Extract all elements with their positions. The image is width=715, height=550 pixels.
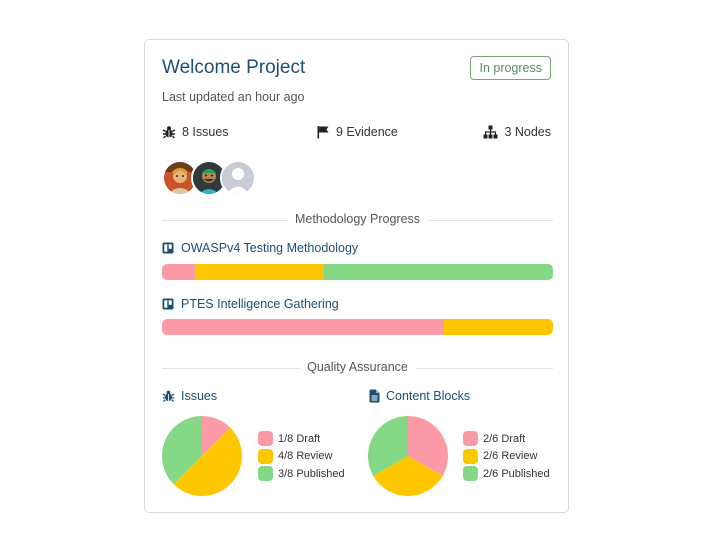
published-slice: [368, 416, 408, 476]
last-updated: Last updated an hour ago: [162, 90, 305, 104]
qa-issues-title: Issues: [181, 389, 218, 403]
evidence-stat[interactable]: 9 Evidence: [316, 125, 398, 139]
status-badge: In progress: [470, 56, 551, 80]
draft-slice: [408, 416, 448, 476]
legend-item-published: 2/6 Published: [463, 465, 550, 483]
draft-segment: [162, 264, 196, 280]
review-slice: [373, 456, 443, 496]
review-segment: [195, 264, 325, 280]
published-segment: [324, 264, 553, 280]
methodology-progress-bar: [162, 264, 553, 280]
default-avatar-icon: [222, 162, 254, 194]
flag-icon: [317, 126, 329, 139]
content-blocks-pie-chart: [368, 416, 448, 496]
issues-stat[interactable]: 8 Issues: [162, 125, 229, 139]
methodology-divider: Methodology Progress: [162, 212, 553, 228]
board-icon: [162, 242, 174, 254]
sitemap-icon: [483, 125, 498, 139]
legend-label: 2/6 Draft: [483, 432, 526, 445]
bug-icon: [162, 390, 175, 403]
methodology-link-ptes[interactable]: PTES Intelligence Gathering: [162, 297, 339, 311]
qa-content-blocks-title: Content Blocks: [386, 389, 471, 403]
qa-heading: Quality Assurance: [299, 360, 416, 374]
issues-count: 8 Issues: [182, 125, 229, 139]
project-card: Welcome Project In progress Last updated…: [144, 39, 569, 513]
review-segment: [443, 319, 553, 335]
project-title[interactable]: Welcome Project: [162, 57, 306, 78]
nodes-stat[interactable]: 3 Nodes: [483, 125, 551, 139]
published-swatch: [463, 466, 478, 482]
review-swatch: [258, 448, 273, 464]
draft-swatch: [463, 431, 478, 447]
avatar[interactable]: [191, 160, 227, 196]
review-slice: [173, 427, 242, 496]
user-avatar-icon: [193, 162, 225, 194]
legend-label: 1/8 Draft: [278, 432, 321, 445]
avatar[interactable]: [220, 160, 256, 196]
board-icon: [162, 298, 174, 310]
legend-label: 2/6 Published: [483, 467, 550, 480]
bug-icon: [162, 126, 176, 139]
legend-item-review: 2/6 Review: [463, 448, 550, 466]
draft-swatch: [258, 431, 273, 447]
legend-item-draft: 1/8 Draft: [258, 430, 345, 448]
issues-legend: 1/8 Draft 4/8 Review 3/8 Published: [258, 430, 345, 483]
nodes-count: 3 Nodes: [504, 125, 551, 139]
qa-divider: Quality Assurance: [162, 360, 553, 376]
methodology-name: PTES Intelligence Gathering: [181, 297, 339, 311]
methodology-progress-bar: [162, 319, 553, 335]
team-avatars: [162, 160, 256, 196]
legend-label: 2/6 Review: [483, 450, 538, 463]
legend-item-draft: 2/6 Draft: [463, 430, 550, 448]
methodology-name: OWASPv4 Testing Methodology: [181, 241, 359, 255]
content-blocks-legend: 2/6 Draft 2/6 Review 2/6 Published: [463, 430, 550, 483]
methodology-link-owasp[interactable]: OWASPv4 Testing Methodology: [162, 241, 358, 255]
legend-label: 3/8 Published: [278, 467, 345, 480]
qa-content-blocks-link[interactable]: Content Blocks: [369, 389, 470, 403]
file-icon: [369, 389, 380, 403]
legend-label: 4/8 Review: [278, 450, 333, 463]
published-swatch: [258, 466, 273, 482]
legend-item-review: 4/8 Review: [258, 448, 345, 466]
published-slice: [162, 416, 202, 485]
draft-slice: [202, 416, 231, 456]
draft-segment: [162, 319, 444, 335]
methodology-heading: Methodology Progress: [286, 212, 429, 226]
qa-issues-link[interactable]: Issues: [162, 389, 217, 403]
user-avatar-icon: [164, 162, 196, 194]
issues-pie-chart: [162, 416, 242, 496]
evidence-count: 9 Evidence: [336, 125, 398, 139]
review-swatch: [463, 448, 478, 464]
legend-item-published: 3/8 Published: [258, 465, 345, 483]
